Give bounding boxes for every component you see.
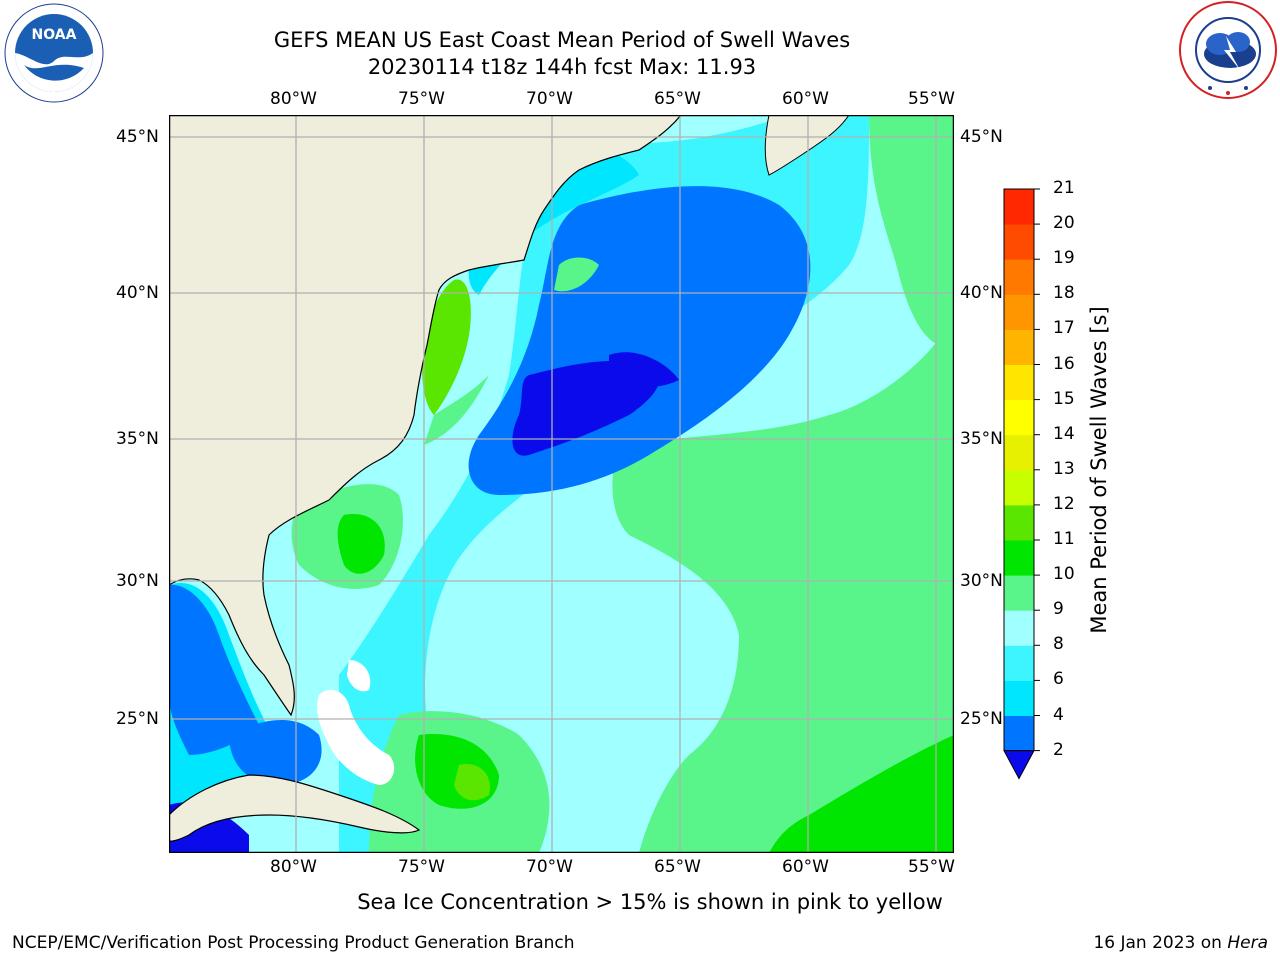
colorbar-segment xyxy=(1004,680,1034,716)
lat-label-left-25n: 25°N xyxy=(116,709,159,729)
colorbar-tick-label: 10 xyxy=(1053,564,1075,585)
colorbar-tick-label: 4 xyxy=(1053,704,1064,725)
colorbar-segment xyxy=(1004,715,1034,752)
lon-label-bottom-60w: 60°W xyxy=(782,857,829,877)
noaa-logo: NOAA xyxy=(4,3,104,107)
lon-label-top-55w: 55°W xyxy=(908,89,955,109)
colorbar-tick-label: 21 xyxy=(1053,178,1075,198)
swell-period-map xyxy=(168,114,955,854)
colorbar-segment xyxy=(1004,469,1034,506)
swell-zone-9-10s-shelf xyxy=(424,375,489,445)
bahamas-bank xyxy=(317,689,395,785)
colorbar-segment xyxy=(1004,294,1034,330)
colorbar-segment xyxy=(1004,540,1034,576)
colorbar-segment xyxy=(1004,224,1034,260)
colorbar-tick-label: 8 xyxy=(1053,634,1064,655)
national-weather-service-logo xyxy=(1178,0,1278,104)
lon-label-top-60w: 60°W xyxy=(782,89,829,109)
colorbar-segment xyxy=(1004,399,1034,436)
lat-label-right-45n: 45°N xyxy=(960,127,1003,147)
swell-zone-2-4s-gulf xyxy=(169,584,259,755)
colorbar-segment xyxy=(1004,504,1034,541)
colorbar-segment xyxy=(1004,259,1034,295)
colorbar-tick-label: 16 xyxy=(1053,353,1075,374)
lat-label-right-25n: 25°N xyxy=(960,709,1003,729)
colorbar-tick-label: 19 xyxy=(1053,248,1075,269)
lon-label-bottom-65w: 65°W xyxy=(654,857,701,877)
lon-label-top-80w: 80°W xyxy=(270,89,317,109)
colorbar-segment xyxy=(1004,645,1034,681)
swell-zone-11-12s-shelf xyxy=(422,279,471,415)
graticule xyxy=(169,115,954,853)
colorbar xyxy=(1003,188,1040,780)
colorbar-segment xyxy=(1004,189,1034,225)
lon-label-bottom-75w: 75°W xyxy=(398,857,445,877)
host-name: Hera xyxy=(1227,933,1268,953)
colorbar-underflow-arrow xyxy=(1003,750,1035,780)
colorbar-tick-label: 14 xyxy=(1053,423,1075,444)
colorbar-tick-label: 13 xyxy=(1053,458,1075,479)
colorbar-tick-label: 6 xyxy=(1053,669,1064,690)
colorbar-segment xyxy=(1004,434,1034,471)
colorbar-tick-label: 9 xyxy=(1053,599,1064,620)
sea-ice-caption: Sea Ice Concentration > 15% is shown in … xyxy=(357,890,943,914)
run-date-credit: 16 Jan 2023 on Hera xyxy=(1093,933,1268,953)
lat-label-right-35n: 35°N xyxy=(960,429,1003,449)
north-america-land xyxy=(169,115,682,717)
colorbar-tick-label: 15 xyxy=(1053,388,1075,409)
swell-zone-under-2s-east xyxy=(609,352,679,387)
lon-label-bottom-70w: 70°W xyxy=(526,857,573,877)
little-bahama-bank xyxy=(347,660,371,692)
colorbar-tick-label: 20 xyxy=(1053,213,1075,234)
lat-label-right-30n: 30°N xyxy=(960,571,1003,591)
swell-zone-11-12s-bahamas xyxy=(454,764,490,801)
map-border xyxy=(168,114,955,854)
colorbar-segment xyxy=(1004,575,1034,611)
map-panel xyxy=(168,114,955,854)
colorbar-tick-label: 18 xyxy=(1053,283,1075,304)
lon-label-bottom-55w: 55°W xyxy=(908,857,955,877)
swell-zone-under-2s-core xyxy=(512,360,660,456)
lon-label-top-70w: 70°W xyxy=(526,89,573,109)
colorbar-tick-label: 11 xyxy=(1053,529,1075,549)
lat-label-left-45n: 45°N xyxy=(116,127,159,147)
map-subtitle: 20230114 t18z 144h fcst Max: 11.93 xyxy=(367,55,757,79)
colorbar-tick-label: 2 xyxy=(1053,739,1064,760)
svg-text:NOAA: NOAA xyxy=(32,27,77,43)
colorbar-segment xyxy=(1004,610,1034,646)
swell-zone-10-11s-carolinas xyxy=(337,514,385,574)
colorbar-tick-label: 12 xyxy=(1053,493,1075,514)
cuba-land xyxy=(169,774,421,842)
swell-zone-9-10s-northeast xyxy=(869,115,954,347)
lat-label-left-35n: 35°N xyxy=(116,429,159,449)
lat-label-left-30n: 30°N xyxy=(116,571,159,591)
producer-credit: NCEP/EMC/Verification Post Processing Pr… xyxy=(12,933,575,953)
swell-zone-10-11s-southeast xyxy=(769,735,954,853)
nova-scotia-land xyxy=(764,115,850,176)
colorbar-tick-label: 17 xyxy=(1053,318,1075,339)
colorbar-segment xyxy=(1004,329,1034,365)
colorbar-segment xyxy=(1004,364,1034,401)
run-date: 16 Jan 2023 on xyxy=(1093,933,1228,953)
swell-zone-9-10s-south xyxy=(639,803,789,853)
lon-label-top-65w: 65°W xyxy=(654,89,701,109)
lon-label-top-75w: 75°W xyxy=(398,89,445,109)
colorbar-title: Mean Period of Swell Waves [s] xyxy=(1087,306,1111,634)
lon-label-bottom-80w: 80°W xyxy=(270,857,317,877)
swell-zone-9-10s-patch xyxy=(554,257,599,292)
swell-zone-2-4s-strait xyxy=(229,720,322,785)
lat-label-right-40n: 40°N xyxy=(960,283,1003,303)
lat-label-left-40n: 40°N xyxy=(116,283,159,303)
map-title: GEFS MEAN US East Coast Mean Period of S… xyxy=(273,28,851,52)
